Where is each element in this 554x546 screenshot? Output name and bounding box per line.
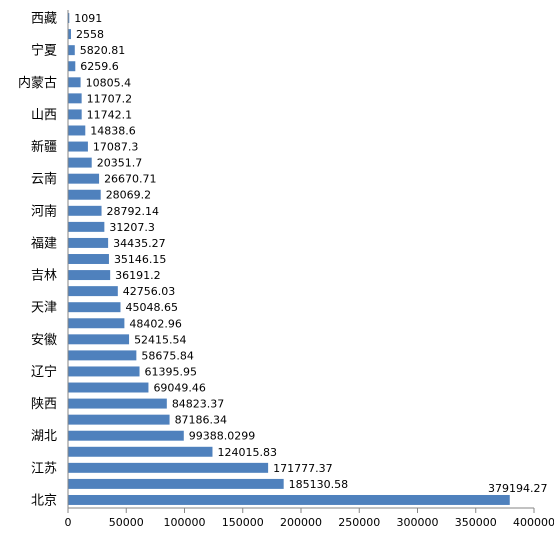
bar-value-label: 185130.58 (289, 478, 349, 491)
x-tick-label: 100000 (164, 516, 206, 529)
bar-value-label: 61395.95 (145, 365, 198, 378)
x-tick-label: 250000 (338, 516, 380, 529)
bar-value-label: 17087.3 (93, 141, 139, 154)
category-label: 北京 (31, 493, 57, 508)
bar (68, 173, 100, 184)
bar (68, 45, 75, 56)
bar-value-label: 87186.34 (175, 414, 228, 427)
bar (68, 382, 149, 393)
x-tick-label: 150000 (222, 516, 264, 529)
x-tick-label: 50000 (109, 516, 144, 529)
bar-value-label: 58675.84 (141, 349, 194, 362)
bar-value-label: 45048.65 (125, 301, 178, 314)
bar (68, 414, 170, 425)
bar (68, 93, 82, 104)
bar-value-label: 84823.37 (172, 398, 225, 411)
bar-value-label: 11707.2 (87, 92, 133, 105)
x-tick-label: 400000 (513, 516, 554, 529)
bar-value-label: 20351.7 (97, 157, 143, 170)
bar (68, 157, 92, 168)
category-label: 辽宁 (31, 364, 57, 380)
bar (68, 350, 137, 361)
x-tick-label: 300000 (397, 516, 439, 529)
value-labels-group: 1091 2558 5820.81 6259.6 10805.4 11707.2 11742… (74, 12, 547, 495)
bar-value-label: 2558 (76, 28, 104, 41)
bar-value-label: 42756.03 (123, 285, 176, 298)
bar (68, 494, 510, 505)
bar-value-label: 10805.4 (86, 76, 132, 89)
bar-value-label: 28792.14 (107, 205, 160, 218)
category-label: 宁夏 (31, 43, 57, 59)
bar-value-label: 124015.83 (217, 446, 277, 459)
bar-value-label: 26670.71 (104, 173, 157, 186)
bar (68, 237, 109, 248)
bar-value-label: 52415.54 (134, 333, 187, 346)
bar (68, 478, 284, 489)
bar-value-label: 171777.37 (273, 462, 333, 475)
category-label: 江苏 (31, 460, 57, 476)
bar (68, 462, 269, 473)
bar (68, 254, 109, 264)
bar (68, 430, 184, 441)
bar-value-label: 31207.3 (109, 221, 155, 234)
bar (68, 398, 167, 409)
category-label: 内蒙古 (18, 75, 57, 91)
category-label: 云南 (31, 171, 57, 187)
bar (68, 13, 70, 24)
bar-value-label: 5820.81 (80, 44, 126, 57)
bar (68, 270, 111, 281)
bars-group (68, 13, 510, 505)
bar (68, 61, 76, 72)
category-label: 天津 (31, 301, 57, 316)
bar-value-label: 14838.6 (90, 124, 136, 137)
x-tick-label: 200000 (280, 516, 322, 529)
category-label: 安徽 (31, 333, 57, 348)
bar (68, 302, 121, 313)
bar-value-label: 379194.27 (488, 482, 548, 495)
bar (68, 189, 101, 200)
x-tick-label: 350000 (455, 516, 497, 529)
bar-value-label: 11742.1 (87, 108, 133, 121)
bar (68, 141, 88, 152)
bar (68, 366, 140, 377)
bar-value-label: 28069.2 (106, 189, 152, 202)
category-label: 山西 (31, 108, 57, 123)
bar (68, 205, 102, 216)
bar (68, 77, 81, 88)
category-label: 陕西 (31, 397, 57, 412)
bar (68, 125, 86, 136)
bar-value-label: 35146.15 (114, 253, 167, 266)
bar (68, 221, 105, 232)
bar-value-label: 48402.96 (129, 317, 182, 330)
bar-value-label: 34435.27 (113, 237, 166, 250)
x-tick-label: 0 (65, 516, 72, 529)
bar (68, 446, 213, 457)
bar (68, 286, 118, 297)
category-label: 吉林 (31, 269, 57, 284)
category-label: 新疆 (31, 139, 57, 155)
category-label: 福建 (31, 236, 57, 251)
bar-value-label: 69049.46 (153, 382, 206, 395)
bar-value-label: 99388.0299 (189, 430, 255, 443)
bar (68, 29, 71, 40)
category-label: 西藏 (31, 12, 57, 27)
bar (68, 109, 82, 120)
bar (68, 334, 130, 345)
bar-value-label: 36191.2 (115, 269, 161, 282)
bar-value-label: 1091 (74, 12, 102, 25)
x-ticks-group: 0 50000 100000 150000 200000 250000 300000 3500… (65, 508, 554, 529)
bar-value-label: 6259.6 (80, 60, 119, 73)
category-label: 河南 (31, 203, 57, 219)
bar (68, 318, 125, 329)
category-label: 湖北 (31, 429, 57, 444)
